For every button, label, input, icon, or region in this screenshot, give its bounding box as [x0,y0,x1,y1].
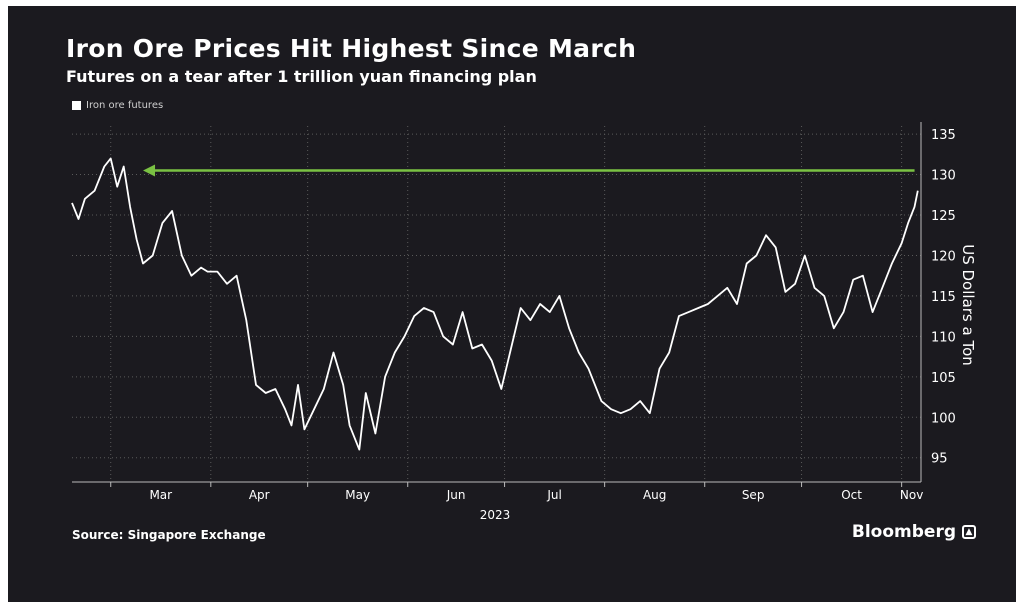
x-axis-label: 2023 [480,508,511,522]
x-tick-label: Aug [643,488,666,502]
x-tick-label: Jul [546,488,561,502]
legend-swatch [72,101,81,110]
y-tick-label: 110 [931,330,956,345]
y-tick-label: 130 [931,169,956,184]
legend-label: Iron ore futures [86,100,164,111]
y-tick-label: 100 [931,411,956,426]
x-tick-label: Jun [446,488,466,502]
x-tick-label: Apr [249,488,270,502]
brand-name: Bloomberg [851,522,956,542]
y-tick-label: 105 [931,371,956,386]
x-tick-label: Nov [900,488,923,502]
terminal-icon: ▲ [962,525,976,539]
annotation-arrowhead [143,164,156,177]
y-tick-label: 120 [931,249,956,264]
series-line [71,157,919,451]
y-tick-label: 95 [931,452,948,467]
y-tick-label: 115 [931,290,956,305]
brand-logo: Bloomberg ▲ [852,522,976,542]
y-axis-label: US Dollars a Ton [959,244,977,366]
chart-frame [8,6,1016,602]
chart-subtitle: Futures on a tear after 1 trillion yuan … [66,67,537,86]
x-tick-label: Oct [841,488,862,502]
x-tick-label: Mar [149,488,172,502]
y-tick-label: 135 [931,128,956,143]
chart-title: Iron Ore Prices Hit Highest Since March [66,34,637,63]
x-tick-label: May [345,488,370,502]
legend: Iron ore futures [72,100,163,111]
x-tick-label: Sep [742,488,765,502]
y-tick-label: 125 [931,209,956,224]
source-note: Source: Singapore Exchange [72,528,266,542]
